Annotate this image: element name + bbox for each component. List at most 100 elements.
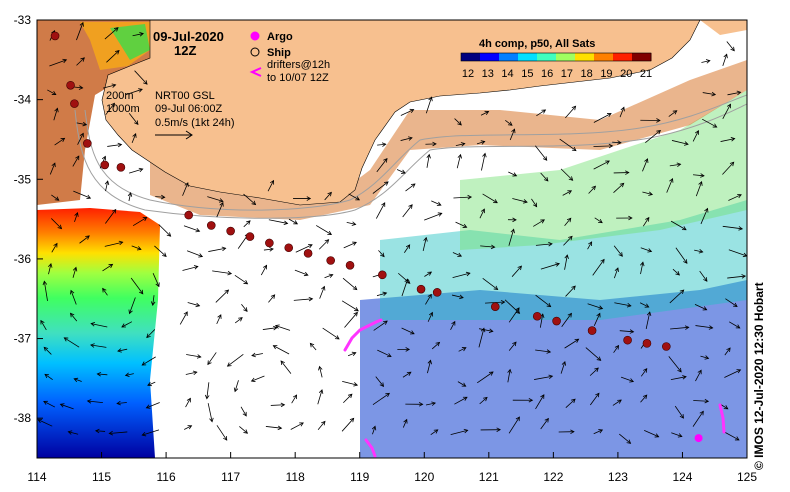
current-arrow	[342, 277, 358, 291]
current-arrow	[274, 324, 291, 331]
current-arrow	[318, 365, 323, 378]
ship-position	[303, 249, 313, 258]
ship-position	[184, 210, 193, 220]
current-arrow	[377, 349, 392, 358]
current-arrow	[94, 428, 106, 434]
colorbar-tick-label: 18	[581, 68, 593, 80]
current-arrow	[640, 368, 648, 377]
current-arrow	[425, 293, 432, 305]
colorbar-tick-label: 21	[640, 68, 652, 80]
current-arrow	[700, 207, 709, 225]
current-arrow	[128, 112, 139, 125]
current-arrow	[403, 244, 411, 253]
current-arrow	[694, 249, 704, 254]
current-arrow	[74, 212, 79, 222]
ship-position	[345, 260, 355, 270]
current-arrow	[402, 204, 413, 218]
ship-position	[416, 284, 426, 294]
current-arrow	[291, 394, 298, 404]
current-arrow	[668, 110, 678, 117]
x-tick-label: 123	[608, 470, 628, 484]
current-arrow	[372, 392, 391, 406]
current-arrow	[480, 244, 496, 250]
current-arrow	[400, 108, 415, 116]
ship-position	[532, 311, 542, 321]
colorbar-swatch	[461, 53, 481, 61]
current-arrow	[560, 360, 567, 374]
ship-position	[552, 316, 561, 326]
current-arrow	[322, 327, 340, 340]
current-arrow	[263, 247, 274, 252]
current-arrow	[293, 196, 312, 201]
current-arrow	[564, 254, 569, 270]
ship-position	[490, 302, 500, 311]
current-arrow	[454, 396, 468, 405]
current-arrow	[70, 289, 77, 305]
coastal-warm-fringe	[150, 60, 747, 220]
depth-200-label: 200m	[106, 90, 134, 102]
argo-float	[694, 434, 703, 443]
colorbar-frame	[460, 52, 652, 62]
current-arrow	[250, 375, 265, 383]
current-arrow	[239, 426, 249, 434]
current-arrow	[375, 376, 385, 388]
current-arrow	[726, 41, 735, 52]
current-arrow	[424, 212, 443, 221]
current-arrow	[37, 418, 53, 427]
colorbar-tick-label: 13	[482, 68, 494, 80]
current-arrow	[53, 107, 59, 121]
current-arrow	[47, 89, 57, 95]
ship-position	[432, 288, 442, 297]
current-arrow	[481, 152, 487, 171]
ship-track	[50, 31, 671, 351]
current-arrow	[669, 289, 685, 304]
current-arrow	[145, 402, 160, 409]
current-arrow	[613, 267, 619, 279]
current-arrow	[614, 302, 632, 308]
current-arrow	[640, 118, 661, 123]
current-arrow	[186, 354, 202, 359]
current-arrow	[76, 21, 84, 41]
x-tick-label: 117	[221, 470, 240, 484]
current-arrow	[593, 429, 604, 435]
ship-position	[83, 139, 92, 148]
current-arrow	[645, 311, 652, 330]
current-arrow	[132, 32, 144, 37]
current-arrow	[86, 399, 103, 404]
colorbar-tick-label: 14	[501, 68, 513, 80]
current-arrow	[540, 172, 549, 182]
current-arrow	[535, 241, 553, 247]
current-arrow	[182, 265, 199, 271]
current-arrow	[450, 320, 456, 330]
current-arrow	[405, 183, 416, 192]
current-arrow	[317, 420, 326, 430]
current-arrow	[561, 312, 572, 328]
current-arrow	[152, 273, 160, 288]
current-arrow	[620, 376, 635, 383]
current-arrow	[105, 208, 117, 224]
current-arrow	[402, 418, 408, 428]
current-arrow	[216, 201, 224, 218]
current-arrow	[241, 303, 248, 312]
drifter-tracks	[343, 318, 726, 458]
x-tick-label: 122	[543, 470, 563, 484]
current-arrow	[695, 325, 714, 330]
ship-position	[587, 326, 597, 335]
current-arrow	[377, 142, 387, 147]
current-arrow	[77, 132, 84, 145]
argo-legend-icon	[250, 31, 260, 41]
current-arrow	[47, 263, 53, 275]
current-arrow	[593, 143, 614, 149]
current-arrow	[154, 245, 167, 257]
current-arrow	[728, 321, 741, 329]
current-vectors	[37, 21, 747, 444]
current-arrow	[402, 371, 412, 378]
current-arrow	[427, 359, 432, 374]
argo-floats	[694, 434, 703, 443]
current-arrow	[512, 397, 534, 403]
current-arrow	[589, 392, 600, 406]
current-arrow	[141, 429, 160, 437]
current-arrow	[234, 317, 243, 324]
current-arrow	[727, 274, 747, 279]
current-arrow	[559, 138, 577, 152]
